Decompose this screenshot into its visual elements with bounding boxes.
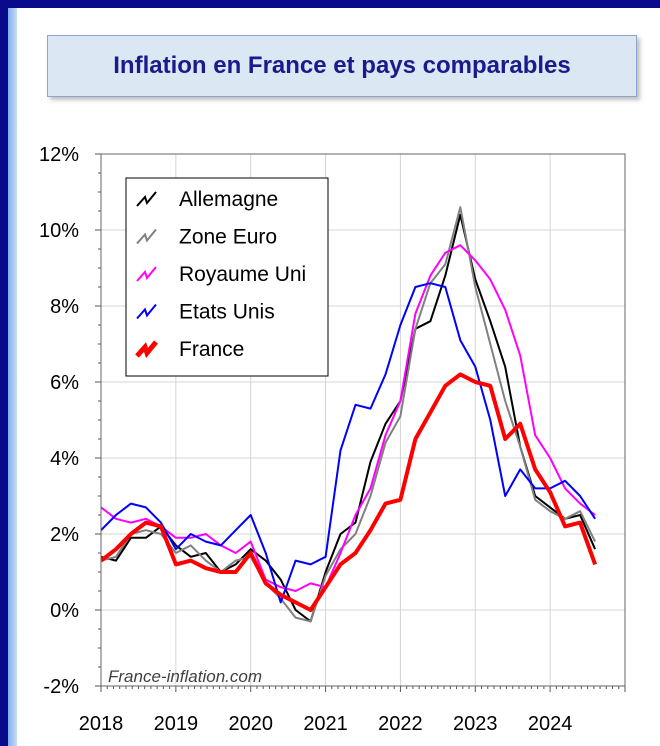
plot-frame <box>100 153 626 687</box>
series-line-allemagne <box>101 213 597 623</box>
x-tick-label: 2022 <box>378 713 423 735</box>
title-box: Inflation en France et pays comparables <box>47 35 637 97</box>
legend-swatch-france <box>135 340 158 359</box>
y-tick-label: 0% <box>50 600 79 622</box>
watermark: France-inflation.com <box>108 667 262 686</box>
y-tick-label: 4% <box>50 448 79 470</box>
legend-label-zone-euro: Zone Euro <box>179 226 277 249</box>
x-tick-label: 2021 <box>303 713 348 735</box>
x-tick-label: 2024 <box>528 713 573 735</box>
frame-left-border <box>0 0 8 746</box>
frame-left-gradient <box>8 8 17 746</box>
frame-top-border <box>0 0 660 8</box>
y-tick-label: -2% <box>43 676 79 698</box>
x-tick-label: 2018 <box>79 713 124 735</box>
y-tick-label: 10% <box>39 220 79 242</box>
series-line-etats-unis <box>101 282 596 604</box>
legend-box <box>125 177 329 377</box>
series-line-zone-euro <box>101 206 596 623</box>
y-tick-label: 8% <box>50 296 79 318</box>
legend-swatch-zone-euro <box>136 228 157 245</box>
legend-label-allemagne: Allemagne <box>179 188 278 211</box>
legend-label-france: France <box>179 338 244 361</box>
legend-swatch-allemagne <box>136 191 157 207</box>
series-line-royaume-uni <box>101 244 596 592</box>
legend-label-royaume-uni: Royaume Uni <box>179 263 306 286</box>
chart-title: Inflation en France et pays comparables <box>113 52 571 79</box>
y-tick-label: 12% <box>39 144 79 166</box>
y-tick-label: 2% <box>50 524 79 546</box>
x-tick-label: 2020 <box>228 713 273 735</box>
series-line-france <box>101 372 597 612</box>
y-tick-label: 6% <box>50 372 79 394</box>
legend-label-etats-unis: Etats Unis <box>179 301 275 324</box>
legend-swatch-etats-unis <box>136 303 157 320</box>
legend-swatch-royaume-uni <box>136 266 157 282</box>
x-tick-label: 2019 <box>154 713 199 735</box>
x-tick-label: 2023 <box>453 713 498 735</box>
